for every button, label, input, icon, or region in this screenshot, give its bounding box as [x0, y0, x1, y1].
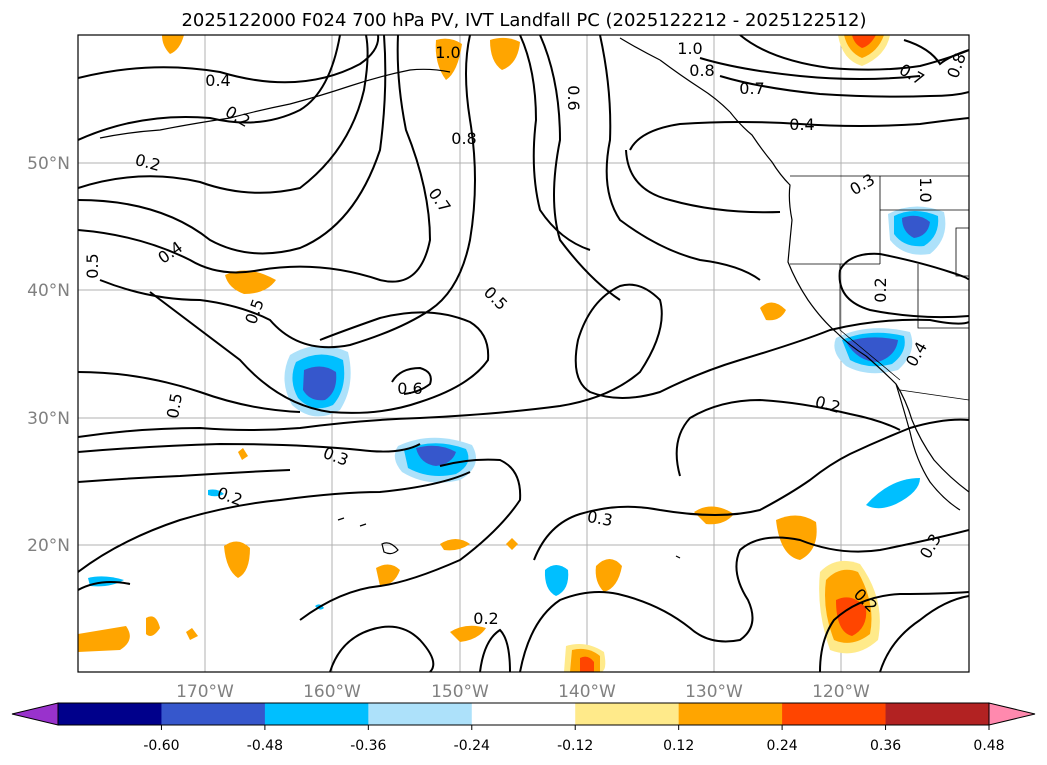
contour-label: 0.2: [473, 609, 498, 628]
pos-blob-small-3: [238, 448, 248, 460]
colorbar-segment: [471, 703, 576, 725]
pos-blob-top-right: [838, 35, 890, 66]
contour-label: 1.0: [916, 177, 935, 202]
pos-blob-small-4: [186, 628, 198, 640]
pos-blob-south-small: [450, 625, 486, 642]
state-borders: [790, 175, 969, 401]
contour-label: 0.5: [163, 392, 186, 420]
colorbar-segment: [264, 703, 369, 725]
contour-label: 0.4: [789, 115, 814, 134]
pos-blob-north-central: [225, 270, 276, 294]
contour-label: 0.5: [83, 253, 102, 278]
neg-blob-central-pacific: [284, 345, 351, 417]
colorbar-segment: [58, 703, 162, 725]
colorbar-tick-label: -0.48: [247, 738, 283, 754]
lon-tick-170w: 170°W: [176, 682, 234, 702]
colorbar-tick-label: -0.36: [350, 738, 386, 754]
map-background: [78, 35, 969, 672]
pos-blob-east: [776, 515, 817, 560]
pos-blob-hawaii-south: [376, 564, 400, 586]
contour-label: 0.2: [871, 277, 890, 302]
contour-label: 0.7: [739, 79, 764, 98]
neg-blob-baja-west: [866, 478, 920, 509]
colorbar-segment: [161, 703, 266, 725]
colorbar: -0.60 -0.48 -0.36 -0.24 -0.12 0.12 0.24 0.36 0.4…: [11, 702, 1036, 754]
lat-tick-20n: 20°N: [27, 536, 70, 556]
pos-blob-mexico: [819, 560, 880, 654]
colorbar-frame: [57, 702, 990, 726]
contour-label: 0.3: [586, 507, 614, 530]
contour-label: 0.6: [397, 379, 422, 398]
lon-tick-130w: 130°W: [685, 682, 743, 702]
lat-tick-50n: 50°N: [27, 154, 70, 174]
lon-tick-160w: 160°W: [303, 682, 361, 702]
colorbar-segment: [678, 703, 783, 725]
pos-blob-hawaii-east: [440, 539, 470, 551]
contour-label: 1.0: [435, 43, 460, 62]
colorbar-tick-label: 0.36: [870, 738, 901, 754]
colorbar-tick-label: 0.24: [767, 738, 798, 754]
neg-blob-california: [834, 328, 913, 374]
colorbar-tick-label: 0.12: [663, 738, 694, 754]
lat-tick-labels: 50°N 40°N 30°N 20°N: [27, 154, 70, 556]
pos-blob-south-center: [564, 644, 606, 672]
pos-blob-west-south: [224, 541, 250, 578]
lon-tick-120w: 120°W: [812, 682, 870, 702]
lon-tick-labels: 170°W 160°W 150°W 140°W 130°W 120°W: [176, 682, 870, 702]
colorbar-segments: [58, 703, 990, 725]
map-title: 2025122000 F024 700 hPa PV, IVT Landfall…: [181, 10, 866, 31]
neg-blob-subtropical: [394, 437, 476, 483]
contour-label: 0.8: [451, 129, 476, 148]
lon-tick-140w: 140°W: [558, 682, 616, 702]
colorbar-segment: [782, 703, 887, 725]
filled-anomalies: [78, 35, 946, 672]
pos-blob-small-1: [146, 616, 160, 636]
map-panel: 0.4 0.2 0.4 0.5 0.5 0.5 0.6 0.3 0.2 1.0 …: [27, 34, 970, 702]
neg-blob-south: [544, 565, 569, 596]
pos-blob-west-edge: [78, 626, 130, 652]
pv-contours: [78, 35, 969, 672]
colorbar-segment: [575, 703, 680, 725]
lon-tick-150w: 150°W: [431, 682, 489, 702]
pos-blob-small-2: [506, 538, 518, 550]
pos-blob-center-south: [595, 559, 622, 592]
colorbar-tick-labels: -0.60 -0.48 -0.36 -0.24 -0.12 0.12 0.24 0.36 0.4…: [143, 725, 1005, 754]
colorbar-segment: [885, 703, 990, 725]
colorbar-segment: [368, 703, 473, 725]
contour-label: 0.4: [205, 71, 230, 90]
lat-tick-30n: 30°N: [27, 409, 70, 429]
contour-label: 1.0: [677, 39, 702, 58]
pos-blob-top-mid-left: [435, 38, 462, 80]
pos-blob-top-mid: [490, 37, 520, 70]
colorbar-tick-label: -0.24: [454, 738, 490, 754]
neg-blob-oregon: [888, 206, 946, 255]
neg-blob-small: [208, 489, 224, 497]
pos-blob-baja-north: [760, 302, 786, 321]
colorbar-extend-min: [11, 702, 59, 726]
contour-label: 0.8: [689, 61, 714, 80]
pos-blob-top-left: [162, 35, 184, 54]
colorbar-tick-label: -0.12: [557, 738, 593, 754]
contour-label: 0.6: [564, 85, 583, 110]
map-frame: [77, 34, 970, 673]
colorbar-extend-max: [988, 702, 1036, 726]
coastlines: [99, 37, 969, 559]
colorbar-tick-label: 0.48: [973, 738, 1004, 754]
lat-tick-40n: 40°N: [27, 281, 70, 301]
colorbar-tick-label: -0.60: [143, 738, 179, 754]
